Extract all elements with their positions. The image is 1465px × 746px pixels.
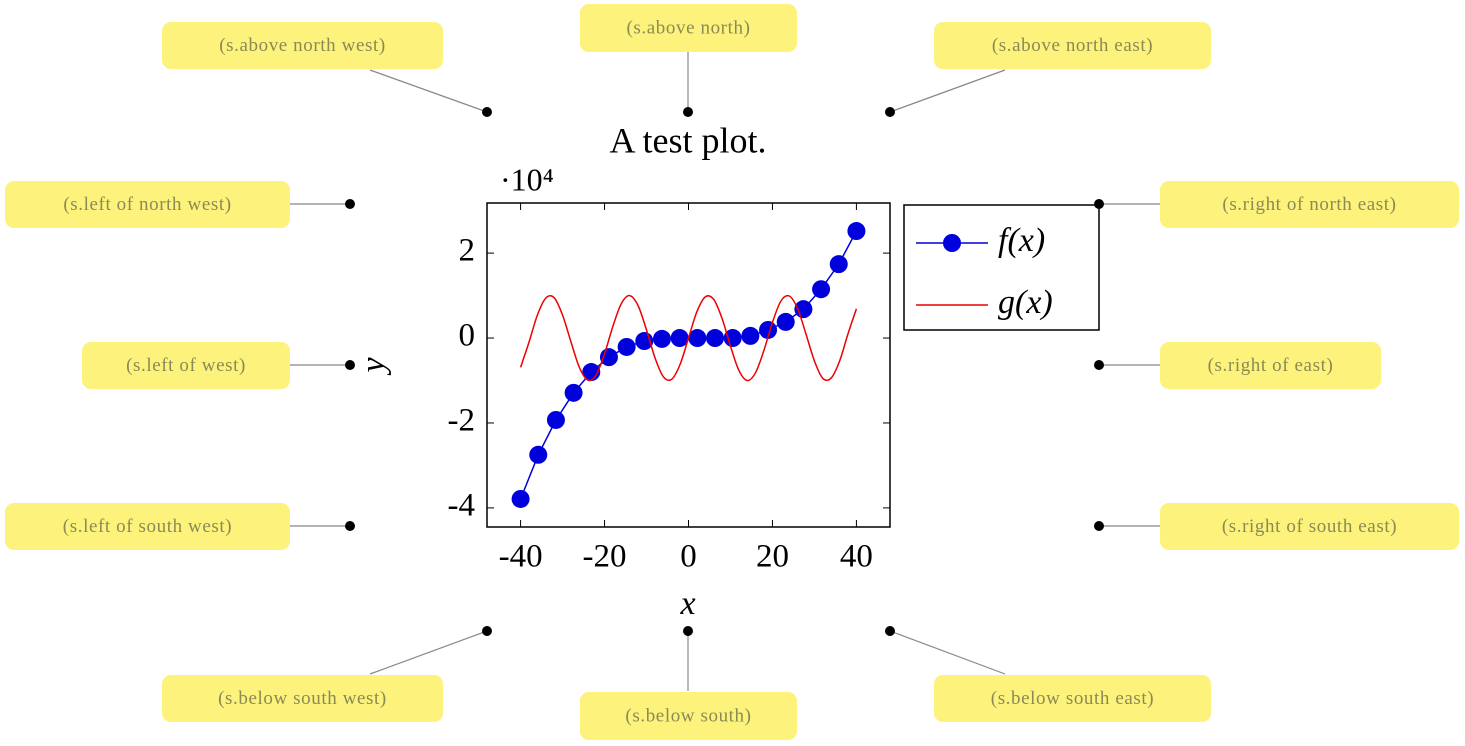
legend-box bbox=[903, 204, 1100, 331]
annotation-anchor bbox=[345, 199, 355, 209]
x-axis-label: x bbox=[679, 585, 695, 622]
annotation-anchor bbox=[482, 626, 492, 636]
marker bbox=[706, 329, 725, 348]
annotation-box bbox=[934, 22, 1211, 69]
marker bbox=[652, 329, 671, 348]
chart-title: A test plot. bbox=[609, 120, 766, 160]
annotation-text: (s.left of west) bbox=[126, 355, 246, 376]
annotation-box bbox=[162, 675, 443, 722]
annotation-box bbox=[5, 503, 290, 550]
marker bbox=[511, 489, 530, 508]
marker bbox=[812, 280, 831, 299]
annotation-anchor bbox=[345, 360, 355, 370]
x-tick-label: -40 bbox=[499, 539, 543, 575]
annotation-connector bbox=[889, 630, 1006, 675]
y-tick-label: -2 bbox=[448, 403, 476, 439]
annotation-text: (s.left of south west) bbox=[63, 516, 232, 537]
legend-marker bbox=[943, 234, 961, 252]
series-line bbox=[519, 230, 858, 500]
marker bbox=[723, 329, 742, 348]
annotation-box bbox=[162, 22, 443, 69]
annotation-text: (s.above north) bbox=[626, 17, 750, 38]
annotation-anchor bbox=[482, 107, 492, 117]
marker bbox=[546, 410, 565, 429]
annotation-box bbox=[82, 342, 290, 389]
annotation-box bbox=[580, 692, 797, 740]
legend-label: g(x) bbox=[998, 284, 1053, 321]
annotation-text: (s.above north east) bbox=[992, 35, 1153, 56]
annotation-text: (s.below south) bbox=[625, 705, 751, 726]
annotation-text: (s.right of east) bbox=[1208, 355, 1334, 376]
annotation-box bbox=[5, 181, 290, 228]
y-tick-label: 2 bbox=[459, 233, 476, 269]
annotation-anchor bbox=[1094, 521, 1104, 531]
marker bbox=[829, 255, 848, 274]
annotation-text: (s.right of south east) bbox=[1222, 516, 1397, 537]
marker bbox=[759, 320, 778, 339]
series-line bbox=[519, 294, 858, 382]
marker bbox=[564, 383, 583, 402]
marker bbox=[529, 445, 548, 464]
x-tick-label: 40 bbox=[840, 539, 873, 575]
plot-frame bbox=[486, 202, 891, 528]
annotation-box bbox=[1160, 342, 1381, 389]
marker bbox=[776, 312, 795, 331]
y-multiplier: ·10⁴ bbox=[500, 161, 554, 197]
annotation-box bbox=[580, 4, 797, 52]
annotation-connector bbox=[369, 69, 488, 113]
annotation-box bbox=[934, 675, 1211, 722]
annotation-text: (s.below south east) bbox=[991, 688, 1154, 709]
marker bbox=[847, 222, 866, 241]
marker bbox=[688, 329, 707, 348]
annotation-anchor bbox=[683, 107, 693, 117]
marker bbox=[741, 326, 760, 345]
marker bbox=[617, 337, 636, 356]
y-tick-label: -4 bbox=[448, 487, 476, 523]
annotation-connector bbox=[889, 69, 1006, 113]
annotation-anchor bbox=[1094, 360, 1104, 370]
annotation-text: (s.left of north west) bbox=[63, 194, 231, 215]
annotation-anchor bbox=[885, 107, 895, 117]
annotation-connector bbox=[369, 630, 488, 675]
annotation-box bbox=[1160, 181, 1459, 228]
annotation-anchor bbox=[885, 626, 895, 636]
annotation-text: (s.right of north east) bbox=[1222, 194, 1396, 215]
annotation-text: (s.above north west) bbox=[219, 35, 386, 56]
marker bbox=[670, 329, 689, 348]
annotation-anchor bbox=[345, 521, 355, 531]
annotation-text: (s.below south west) bbox=[218, 688, 387, 709]
annotation-anchor bbox=[1094, 199, 1104, 209]
annotation-box bbox=[1160, 503, 1459, 550]
legend-label: f(x) bbox=[998, 222, 1045, 259]
x-tick-label: 20 bbox=[756, 539, 789, 575]
annotation-anchor bbox=[683, 626, 693, 636]
x-tick-label: -20 bbox=[583, 539, 627, 575]
y-tick-label: 0 bbox=[459, 318, 476, 354]
x-tick-label: 0 bbox=[680, 539, 697, 575]
y-axis-label: y bbox=[355, 357, 392, 376]
